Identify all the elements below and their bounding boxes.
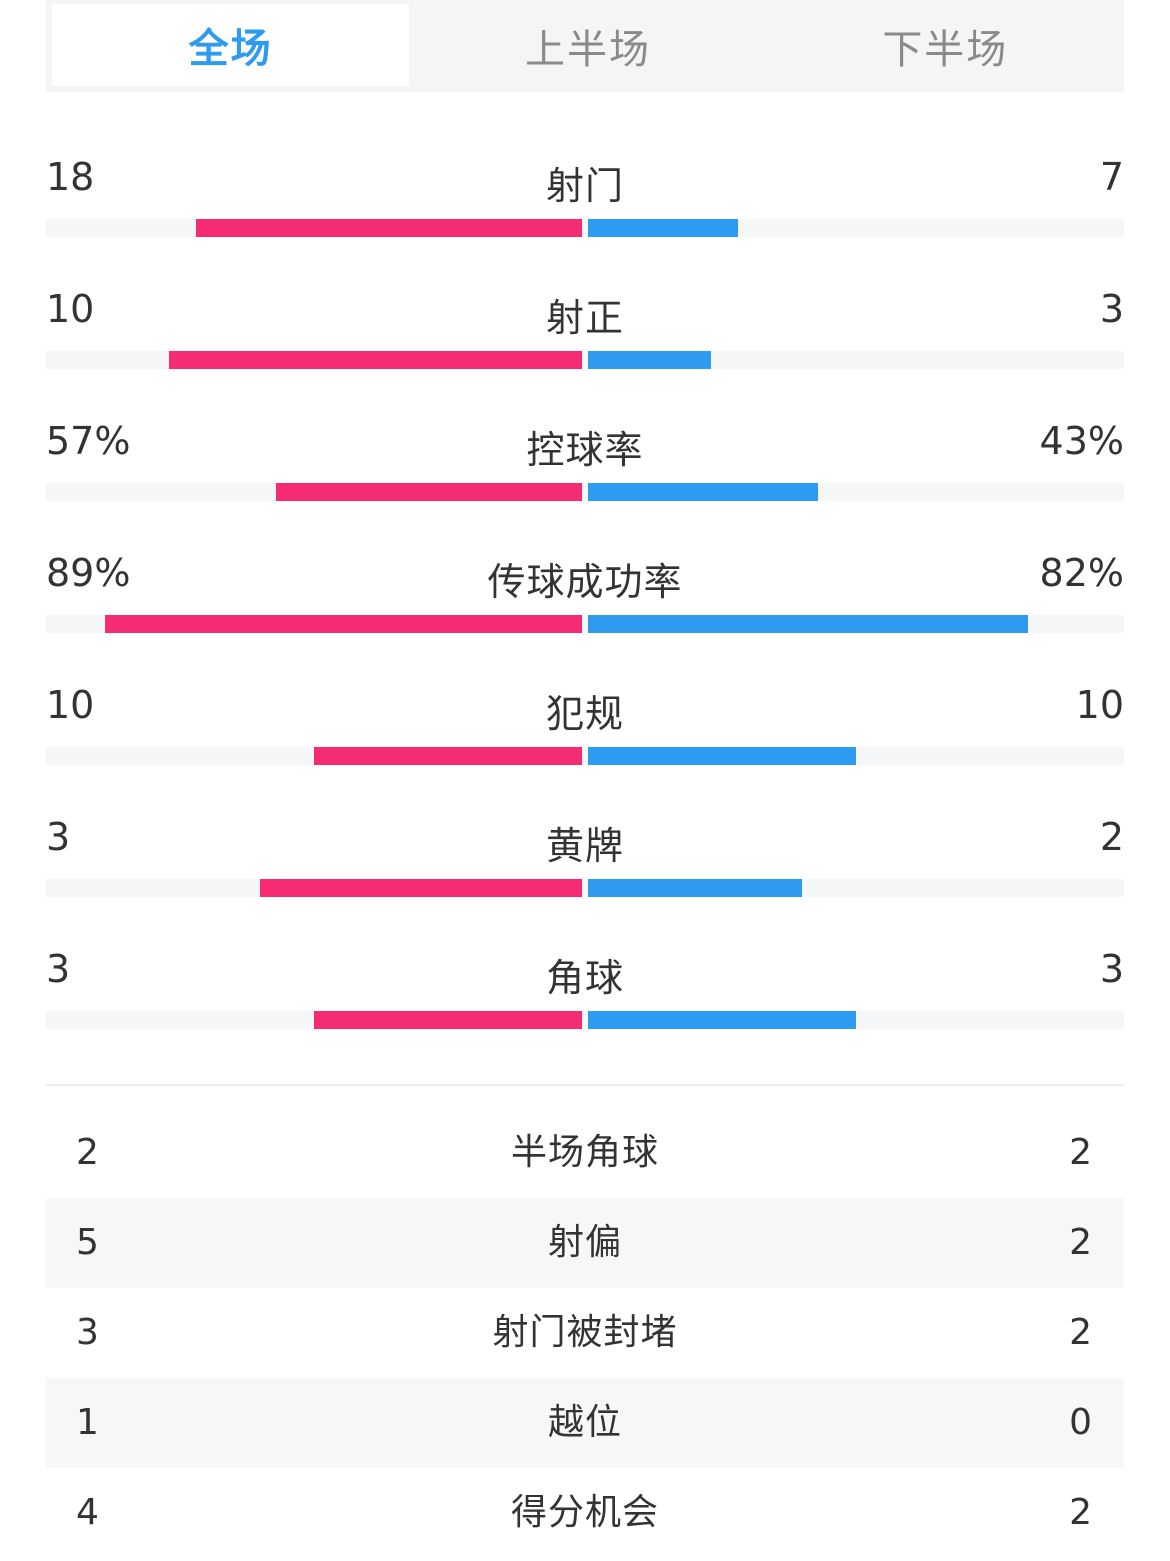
away-bar [588, 351, 711, 369]
bar-track [46, 1011, 1124, 1029]
home-bar [169, 351, 582, 369]
home-value: 10 [46, 683, 95, 727]
away-value: 2 [1069, 1492, 1092, 1533]
home-value: 3 [76, 1312, 99, 1353]
home-value: 4 [76, 1492, 99, 1533]
stat-label: 射门 [545, 164, 624, 208]
tab-second-half[interactable]: 下半场 [882, 27, 1009, 73]
bar-track [46, 483, 1124, 501]
away-bar [588, 879, 802, 897]
home-bar [196, 219, 582, 237]
table-row: 2 半场角球 2 [46, 1108, 1124, 1198]
stat-row: 18 射门 7 [46, 155, 1124, 265]
away-bar [588, 483, 818, 501]
home-value: 2 [76, 1132, 99, 1173]
stat-row: 3 黄牌 2 [46, 815, 1124, 925]
stat-row: 3 角球 3 [46, 947, 1124, 1057]
stat-label: 控球率 [526, 428, 644, 472]
away-value: 10 [1075, 683, 1124, 727]
away-value: 3 [1099, 287, 1124, 331]
away-value: 2 [1069, 1312, 1092, 1353]
home-bar [314, 747, 582, 765]
away-bar [588, 615, 1028, 633]
away-value: 2 [1099, 815, 1124, 859]
table-row: 3 射门被封堵 2 [46, 1288, 1124, 1378]
tab-full-match[interactable]: 全场 [52, 4, 410, 86]
home-value: 57% [46, 419, 131, 463]
home-value: 18 [46, 155, 95, 199]
stat-row: 10 犯规 10 [46, 683, 1124, 793]
home-bar [276, 483, 582, 501]
table-row: 1 越位 0 [46, 1378, 1124, 1468]
away-value: 2 [1069, 1222, 1092, 1263]
home-value: 89% [46, 551, 131, 595]
bar-track [46, 879, 1124, 897]
home-bar [105, 615, 582, 633]
period-tabs: 全场 上半场 下半场 [46, 0, 1124, 92]
stat-label: 传球成功率 [487, 560, 683, 604]
away-value: 3 [1099, 947, 1124, 991]
stat-row: 89% 传球成功率 82% [46, 551, 1124, 661]
stat-label: 越位 [547, 1402, 622, 1443]
home-value: 10 [46, 287, 95, 331]
stat-label: 角球 [545, 956, 624, 1000]
tab-first-half[interactable]: 上半场 [524, 27, 651, 73]
away-value: 82% [1039, 551, 1124, 595]
away-bar [588, 747, 856, 765]
stat-label: 射门被封堵 [492, 1312, 678, 1353]
stat-label: 得分机会 [510, 1492, 659, 1533]
stat-label: 黄牌 [545, 824, 624, 868]
stat-label: 犯规 [545, 692, 624, 736]
stat-label: 射正 [545, 296, 624, 340]
away-value: 2 [1069, 1132, 1092, 1173]
home-bar [314, 1011, 582, 1029]
stat-row: 10 射正 3 [46, 287, 1124, 397]
away-value: 43% [1039, 419, 1124, 463]
stat-row: 57% 控球率 43% [46, 419, 1124, 529]
home-bar [260, 879, 582, 897]
away-value: 0 [1069, 1402, 1092, 1443]
section-divider [46, 1084, 1124, 1086]
home-value: 3 [46, 947, 71, 991]
table-row: 5 射偏 2 [46, 1198, 1124, 1288]
home-value: 3 [46, 815, 71, 859]
away-value: 7 [1099, 155, 1124, 199]
bar-track [46, 747, 1124, 765]
home-value: 1 [76, 1402, 99, 1443]
stat-label: 半场角球 [510, 1132, 659, 1173]
away-bar [588, 1011, 856, 1029]
table-row: 4 得分机会 2 [46, 1468, 1124, 1558]
away-bar [588, 219, 738, 237]
stat-label: 射偏 [547, 1222, 622, 1263]
home-value: 5 [76, 1222, 99, 1263]
